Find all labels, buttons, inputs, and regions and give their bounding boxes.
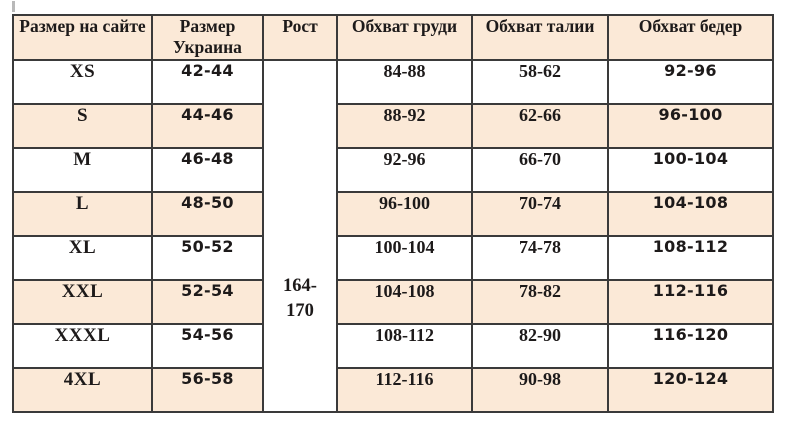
cell-site-size: M <box>12 147 153 193</box>
cell-ua-size: 52-54 <box>151 279 264 325</box>
table-row: XS 42-44 164-170 84-88 58-62 92-96 <box>12 59 774 413</box>
cell-hips: 112-116 <box>607 279 774 325</box>
header-row: Размер на сайте Размер Украина Рост Обхв… <box>12 14 774 61</box>
height-value: 164-170 <box>283 276 317 321</box>
cell-site-size: XXXL <box>12 323 153 369</box>
cell-waist: 82-90 <box>471 323 609 369</box>
cell-hips: 92-96 <box>607 59 774 105</box>
col-header-height: Рост <box>262 14 338 61</box>
cell-waist: 58-62 <box>471 59 609 105</box>
cell-chest: 104-108 <box>336 279 473 325</box>
cell-chest: 108-112 <box>336 323 473 369</box>
cell-hips: 104-108 <box>607 191 774 237</box>
cell-site-size: L <box>12 191 153 237</box>
size-chart-table: Размер на сайте Размер Украина Рост Обхв… <box>12 14 774 413</box>
cell-hips: 108-112 <box>607 235 774 281</box>
cell-chest: 88-92 <box>336 103 473 149</box>
cell-waist: 70-74 <box>471 191 609 237</box>
table-row: S 44-46 88-92 62-66 96-100 <box>12 103 774 149</box>
cell-chest: 84-88 <box>336 59 473 105</box>
table-row: L 48-50 96-100 70-74 104-108 <box>12 191 774 237</box>
cell-height-merged: 164-170 <box>262 59 338 413</box>
cell-site-size: S <box>12 103 153 149</box>
col-header-hips: Обхват бедер <box>607 14 774 61</box>
cell-ua-size: 56-58 <box>151 367 264 413</box>
cell-ua-size: 42-44 <box>151 59 264 105</box>
cell-chest: 112-116 <box>336 367 473 413</box>
cell-ua-size: 44-46 <box>151 103 264 149</box>
cell-site-size: XL <box>12 235 153 281</box>
table-row: XXL 52-54 104-108 78-82 112-116 <box>12 279 774 325</box>
cell-ua-size: 50-52 <box>151 235 264 281</box>
col-header-ua-size: Размер Украина <box>151 14 264 61</box>
cell-hips: 120-124 <box>607 367 774 413</box>
cell-ua-size: 46-48 <box>151 147 264 193</box>
cell-chest: 92-96 <box>336 147 473 193</box>
cell-site-size: XS <box>12 59 153 105</box>
col-header-waist: Обхват талии <box>471 14 609 61</box>
cell-hips: 96-100 <box>607 103 774 149</box>
cell-site-size: 4XL <box>12 367 153 413</box>
table-row: M 46-48 92-96 66-70 100-104 <box>12 147 774 193</box>
cell-hips: 116-120 <box>607 323 774 369</box>
cell-site-size: XXL <box>12 279 153 325</box>
cell-waist: 90-98 <box>471 367 609 413</box>
col-header-site-size: Размер на сайте <box>12 14 153 61</box>
cell-waist: 62-66 <box>471 103 609 149</box>
size-chart-header: Размер на сайте Размер Украина Рост Обхв… <box>12 14 774 61</box>
cell-waist: 74-78 <box>471 235 609 281</box>
cell-ua-size: 48-50 <box>151 191 264 237</box>
cell-waist: 78-82 <box>471 279 609 325</box>
table-row: XXXL 54-56 108-112 82-90 116-120 <box>12 323 774 369</box>
cell-ua-size: 54-56 <box>151 323 264 369</box>
scan-artifact-tick <box>12 1 15 12</box>
cell-waist: 66-70 <box>471 147 609 193</box>
table-row: XL 50-52 100-104 74-78 108-112 <box>12 235 774 281</box>
cell-chest: 100-104 <box>336 235 473 281</box>
cell-chest: 96-100 <box>336 191 473 237</box>
size-chart-body: XS 42-44 164-170 84-88 58-62 92-96 S 44-46 88-92… <box>12 59 774 413</box>
col-header-chest: Обхват груди <box>336 14 473 61</box>
table-row: 4XL 56-58 112-116 90-98 120-124 <box>12 367 774 413</box>
cell-hips: 100-104 <box>607 147 774 193</box>
